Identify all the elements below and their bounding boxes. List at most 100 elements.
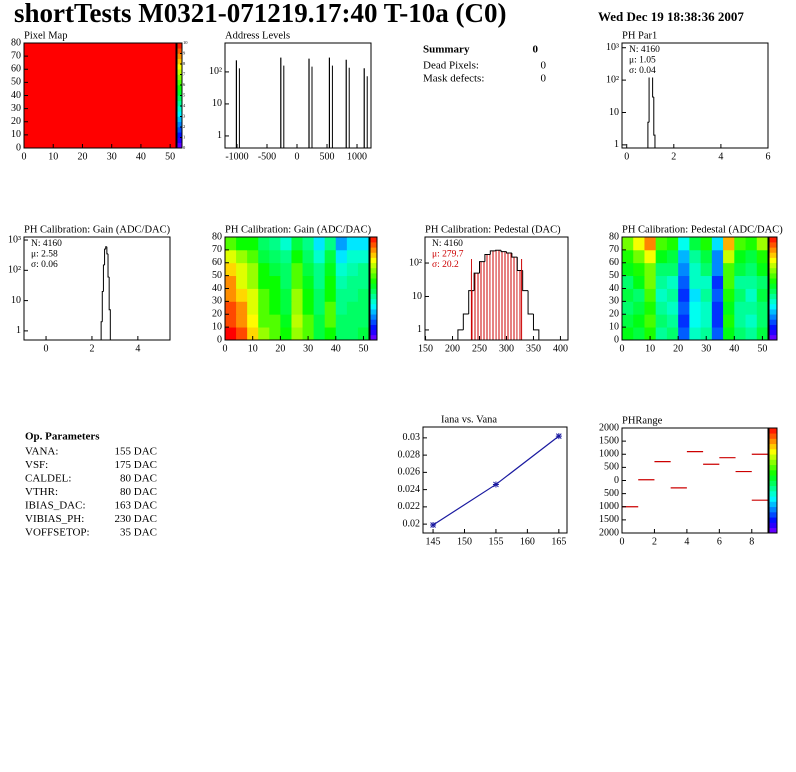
palette-step [177, 111, 182, 117]
heat-cell [689, 301, 702, 315]
stats-line: σ: 20.2 [432, 260, 459, 270]
heat-cell [644, 314, 657, 328]
heat-cell [335, 262, 348, 277]
palette-frame [768, 427, 778, 534]
heat-cell [711, 288, 724, 302]
heat-cell [302, 288, 315, 302]
z-tick-label: 4 [183, 103, 186, 108]
panel-title: PH Calibration: Gain (ADC/DAC) [225, 224, 372, 235]
heat-cell [313, 249, 326, 264]
y-tick-label: 10² [409, 257, 422, 268]
heat-cell [258, 301, 270, 315]
palette-step [177, 95, 182, 102]
x-tick-label: 10 [48, 151, 58, 162]
heat-cell [302, 314, 315, 328]
palette-step [769, 273, 777, 279]
heat-cell [711, 327, 724, 341]
palette-step [177, 53, 182, 60]
palette-step [769, 278, 777, 284]
marker [555, 433, 562, 440]
hist-fill [474, 273, 480, 340]
heat-cell [655, 262, 668, 277]
y-tick-label: 50 [11, 77, 21, 88]
hist-bin [522, 270, 529, 292]
heat-cell [258, 288, 270, 302]
heat-cell [678, 314, 690, 328]
heat-cell [258, 237, 270, 251]
frame [424, 236, 569, 341]
hist-bin [495, 249, 502, 251]
heat-cell [633, 262, 645, 277]
param-name: CALDEL: [25, 473, 71, 485]
stats-box [626, 44, 668, 78]
y-tick-label: 1500 [599, 514, 619, 525]
heat-cell [723, 288, 735, 302]
param-value: 80 DAC [120, 473, 157, 485]
palette-step [370, 293, 377, 300]
palette-step [370, 334, 377, 341]
palette-frame [369, 236, 378, 341]
heat-cell [756, 262, 769, 277]
heat-cell [225, 275, 237, 289]
hist-bin [473, 272, 480, 291]
palette-step [769, 309, 777, 315]
y-tick-label: 10² [209, 66, 222, 77]
heat-cell [269, 237, 281, 251]
heat-cell [346, 249, 359, 264]
heat-cell [302, 237, 315, 251]
frame [621, 42, 769, 149]
heat-cell [280, 249, 292, 264]
y-tick-label: 1 [614, 139, 619, 150]
heat-cell [346, 237, 359, 251]
palette-step [370, 298, 377, 305]
palette-step [177, 127, 182, 133]
y-tick-label: 50 [609, 270, 619, 281]
y-tick-label: 1 [16, 325, 21, 336]
panel: PHRange 0 2 4 6 8 2000 1500 1000 500 0 500 1000 1500 2… [599, 415, 778, 547]
heat-cell [225, 288, 237, 302]
y-tick-label: 40 [212, 283, 222, 294]
heat-cell [258, 249, 270, 264]
palette-step [769, 334, 777, 341]
y-tick-label: 0.022 [398, 501, 421, 512]
y-tick-label: 1000 [599, 449, 619, 460]
x-tick-label: 50 [358, 343, 368, 354]
heat-cell [711, 262, 724, 277]
heat-cell [291, 288, 303, 302]
x-tick-label: 155 [488, 536, 503, 547]
heat-cell [622, 249, 634, 264]
heat-cell [335, 288, 348, 302]
x-tick-label: 350 [526, 343, 541, 354]
palette-step [177, 74, 182, 81]
x-tick-label: 40 [729, 343, 739, 354]
palette-step [177, 48, 182, 54]
x-tick-label: 20 [77, 151, 87, 162]
y-tick-label: 0.03 [403, 432, 421, 443]
y-tick-label: 20 [609, 309, 619, 320]
hist-bin [479, 261, 485, 274]
palette-step [769, 283, 777, 289]
y-tick-label: 80 [609, 231, 619, 242]
heat-cell [357, 301, 370, 315]
plot-area [430, 433, 562, 528]
palette-step [177, 142, 182, 149]
x-tick-label: 30 [107, 151, 117, 162]
y-tick-label: 10 [212, 98, 222, 109]
heat-cell [633, 237, 645, 251]
stats-line: μ: 1.05 [629, 56, 656, 66]
palette-step [370, 303, 377, 310]
heat-cell [335, 275, 348, 289]
hist-bin [527, 290, 534, 315]
palette-step [177, 106, 182, 112]
summary-value: 0 [533, 44, 539, 56]
palette-step [769, 298, 777, 305]
palette-step [769, 485, 777, 492]
heat-cell [723, 262, 735, 277]
heat-cell [357, 237, 370, 251]
heat-cell [247, 249, 259, 264]
x-tick-label: 4 [718, 151, 723, 162]
y-tick-label: 10³ [8, 234, 21, 245]
